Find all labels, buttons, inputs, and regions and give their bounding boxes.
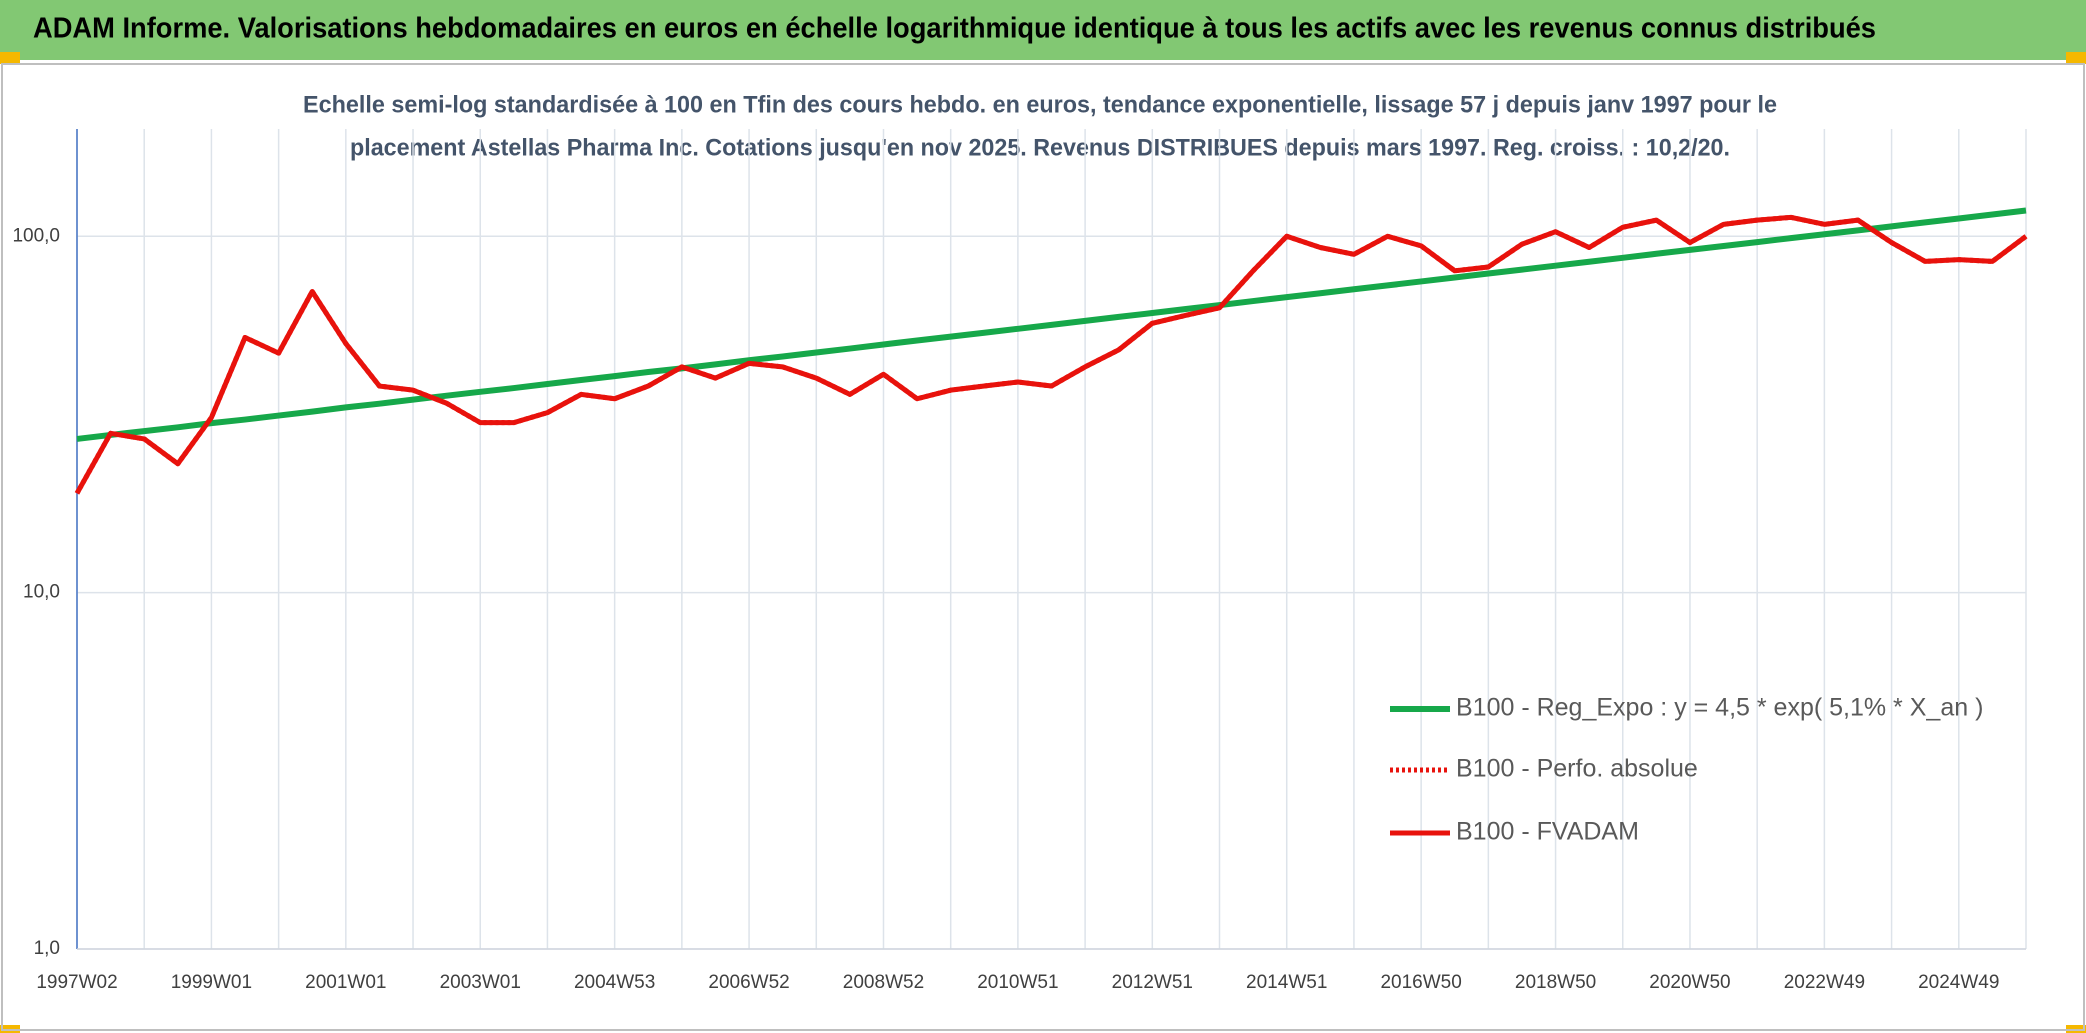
chart-title: ADAM Informe. Valorisations hebdomadaire… bbox=[33, 13, 1876, 45]
chart-subtitle: Echelle semi-log standardisée à 100 en T… bbox=[303, 91, 1777, 118]
y-tick-label: 100,0 bbox=[12, 225, 60, 246]
x-tick-label: 2018W50 bbox=[1515, 972, 1596, 993]
chart-subtitle: placement Astellas Pharma Inc. Cotations… bbox=[350, 134, 1730, 161]
series-line bbox=[74, 214, 2028, 495]
x-tick-label: 2004W53 bbox=[574, 972, 655, 993]
y-tick-label: 10,0 bbox=[23, 582, 60, 603]
legend-label: B100 - Perfo. absolue bbox=[1456, 755, 1698, 783]
x-tick-label: 2003W01 bbox=[440, 972, 521, 993]
header-bar bbox=[0, 0, 2086, 60]
x-tick-label: 1999W01 bbox=[171, 972, 252, 993]
x-tick-label: 2024W49 bbox=[1918, 972, 1999, 993]
x-tick-label: 2001W01 bbox=[305, 972, 386, 993]
legend-label: B100 - FVADAM bbox=[1456, 818, 1639, 846]
x-tick-label: 2008W52 bbox=[843, 972, 924, 993]
x-tick-label: 2020W50 bbox=[1649, 972, 1730, 993]
x-tick-label: 2012W51 bbox=[1112, 972, 1193, 993]
x-tick-label: 2006W52 bbox=[708, 972, 789, 993]
corner bbox=[0, 52, 20, 64]
series-line bbox=[76, 207, 2027, 442]
x-tick-label: 2022W49 bbox=[1784, 972, 1865, 993]
x-tick-label: 2014W51 bbox=[1246, 972, 1327, 993]
x-tick-label: 2016W50 bbox=[1380, 972, 1461, 993]
corner bbox=[2066, 52, 2086, 64]
y-tick-label: 1,0 bbox=[34, 938, 60, 959]
x-tick-label: 2010W51 bbox=[977, 972, 1058, 993]
legend-label: B100 - Reg_Expo : y = 4,5 * exp( 5,1% * … bbox=[1456, 694, 1983, 722]
x-tick-label: 1997W02 bbox=[36, 972, 117, 993]
panel-border bbox=[1, 63, 2085, 1031]
